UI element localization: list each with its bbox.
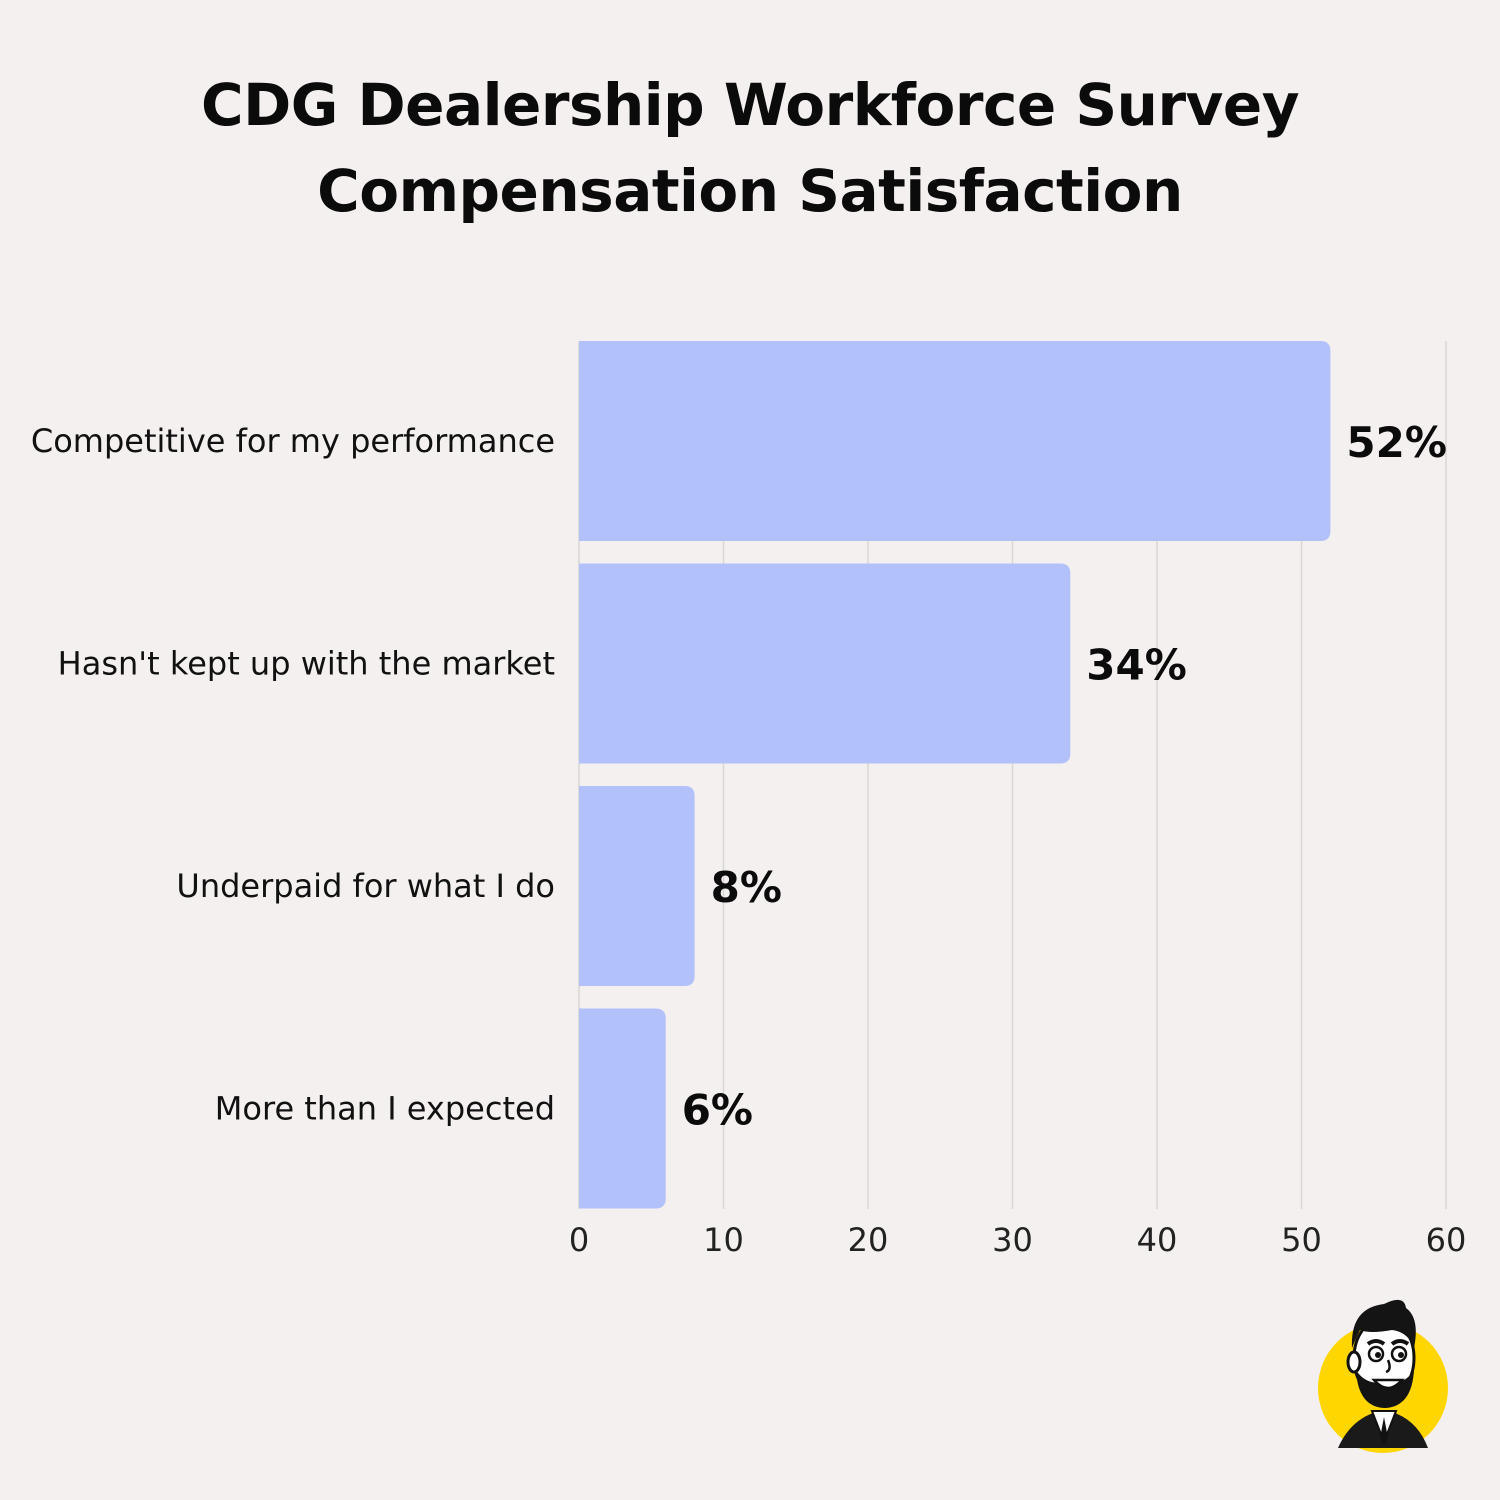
mascot-logo (1318, 1299, 1448, 1453)
chart-title: CDG Dealership Workforce Survey (201, 71, 1300, 139)
bars (579, 341, 1331, 1209)
bar (579, 563, 1071, 764)
x-tick-label: 20 (848, 1221, 889, 1259)
value-label: 34% (1086, 641, 1187, 690)
x-tick-label: 60 (1426, 1221, 1467, 1259)
value-label: 6% (682, 1086, 753, 1135)
labels: 0 10 20 30 40 50 60 Competitive for my performa… (31, 418, 1467, 1259)
bar-chart: 0 10 20 30 40 50 60 Competitive for my performa… (31, 341, 1467, 1259)
x-tick-label: 50 (1281, 1221, 1322, 1259)
x-tick-label: 40 (1137, 1221, 1178, 1259)
x-tick-label: 30 (992, 1221, 1033, 1259)
value-label: 52% (1346, 418, 1447, 467)
chart-subtitle: Compensation Satisfaction (317, 157, 1183, 225)
chart-title-block: CDG Dealership Workforce Survey Compensa… (0, 62, 1500, 234)
x-tick-label: 0 (569, 1221, 589, 1259)
bar (579, 786, 695, 986)
category-label: Underpaid for what I do (176, 867, 555, 905)
category-label: Hasn't kept up with the market (58, 645, 555, 683)
cartoon-businessman-mascot-icon (1318, 1299, 1448, 1453)
bar (579, 341, 1331, 541)
x-tick-label: 10 (703, 1221, 744, 1259)
category-label: More than I expected (215, 1090, 555, 1128)
bar (579, 1008, 666, 1209)
value-label: 8% (711, 863, 782, 912)
category-label: Competitive for my performance (31, 422, 555, 460)
